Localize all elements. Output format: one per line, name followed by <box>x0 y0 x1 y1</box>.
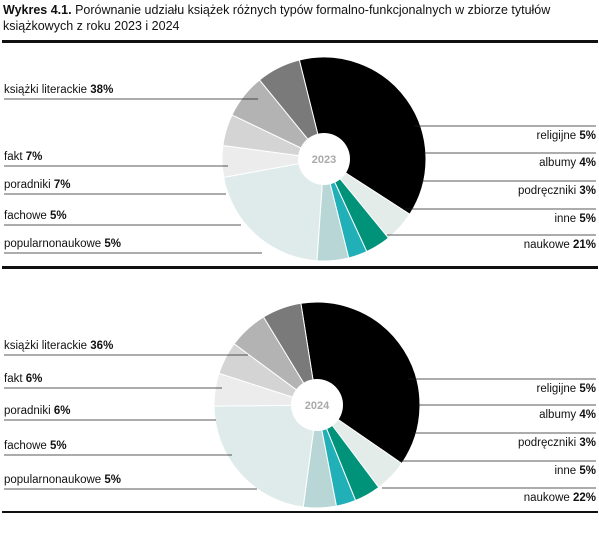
slice-name: poradniki <box>4 179 54 191</box>
slice-label-albumy: albumy 4% <box>539 409 596 421</box>
slice-label-fachowe: fachowe 5% <box>4 440 67 452</box>
pie-center-hole <box>291 379 343 431</box>
pie-slice-ksiazki-literackie <box>298 56 427 215</box>
slice-name: naukowe <box>524 492 573 504</box>
slice-label-ksiazki-literackie: książki literackie 36% <box>4 340 113 352</box>
pie-center-hole <box>298 133 350 185</box>
slice-name: religijne <box>537 383 580 395</box>
slice-value: 38% <box>90 84 113 96</box>
pie-slice-ksiazki-literackie <box>300 301 421 465</box>
slice-label-ksiazki-literackie: książki literackie 38% <box>4 84 113 96</box>
slice-value: 7% <box>54 179 71 191</box>
slice-name: inne <box>554 465 579 477</box>
slice-name: podręczniki <box>518 437 579 449</box>
slice-label-poradniki: poradniki 7% <box>4 179 71 191</box>
slice-label-popularnonaukowe: popularnonaukowe 5% <box>4 238 121 250</box>
slice-name: popularnonaukowe <box>4 474 104 486</box>
slice-value: 5% <box>579 130 596 142</box>
slice-value: 7% <box>26 151 43 163</box>
slice-label-albumy: albumy 4% <box>539 157 596 169</box>
pie-slice-fakt <box>262 302 318 406</box>
figure-title: Wykres 4.1. Porównanie udziału książek r… <box>3 2 593 34</box>
pie-slice-naukowe <box>223 158 325 262</box>
slice-name: religijne <box>537 130 580 142</box>
slice-label-inne: inne 5% <box>554 465 596 477</box>
slice-name: podręczniki <box>518 185 579 197</box>
slice-label-inne: inne 5% <box>554 213 596 225</box>
slice-value: 5% <box>50 210 67 222</box>
slice-name: książki literackie <box>4 340 90 352</box>
slice-label-fakt: fakt 6% <box>4 373 42 385</box>
slice-label-naukowe: naukowe 21% <box>524 239 596 251</box>
slice-label-popularnonaukowe: popularnonaukowe 5% <box>4 474 121 486</box>
slice-value: 21% <box>573 239 596 251</box>
figure-caption: Porównanie udziału książek różnych typów… <box>3 3 551 33</box>
slice-name: naukowe <box>524 239 573 251</box>
pie-center-year: 2023 <box>312 154 336 166</box>
slice-name: fakt <box>4 151 26 163</box>
slice-name: fachowe <box>4 440 50 452</box>
slice-label-podreczniki: podręczniki 3% <box>518 437 596 449</box>
slice-value: 6% <box>26 373 43 385</box>
slice-label-poradniki: poradniki 6% <box>4 405 71 417</box>
slice-value: 4% <box>579 409 596 421</box>
slice-name: fakt <box>4 373 26 385</box>
slice-value: 5% <box>579 383 596 395</box>
slice-value: 5% <box>50 440 67 452</box>
pie-center-year: 2024 <box>305 400 330 412</box>
slice-label-fakt: fakt 7% <box>4 151 42 163</box>
slice-value: 3% <box>579 437 596 449</box>
slice-value: 5% <box>104 474 121 486</box>
slice-label-naukowe: naukowe 22% <box>524 492 596 504</box>
slice-name: fachowe <box>4 210 50 222</box>
slice-value: 5% <box>579 465 596 477</box>
bottom-rule <box>2 511 598 513</box>
slice-value: 4% <box>579 157 596 169</box>
slice-label-religijne: religijne 5% <box>537 130 596 142</box>
top-rule <box>2 40 598 43</box>
slice-value: 22% <box>573 492 596 504</box>
middle-rule <box>2 266 598 269</box>
slice-label-podreczniki: podręczniki 3% <box>518 185 596 197</box>
slice-name: albumy <box>539 157 579 169</box>
figure-number: Wykres 4.1. <box>3 3 72 17</box>
slice-value: 36% <box>90 340 113 352</box>
slice-label-fachowe: fachowe 5% <box>4 210 67 222</box>
slice-value: 3% <box>579 185 596 197</box>
slice-name: poradniki <box>4 405 54 417</box>
slice-name: książki literackie <box>4 84 90 96</box>
slice-label-religijne: religijne 5% <box>537 383 596 395</box>
slice-value: 6% <box>54 405 71 417</box>
slice-name: popularnonaukowe <box>4 238 104 250</box>
slice-value: 5% <box>104 238 121 250</box>
slice-name: inne <box>554 213 579 225</box>
slice-name: albumy <box>539 409 579 421</box>
pie-slice-fakt <box>258 59 325 160</box>
slice-value: 5% <box>579 213 596 225</box>
